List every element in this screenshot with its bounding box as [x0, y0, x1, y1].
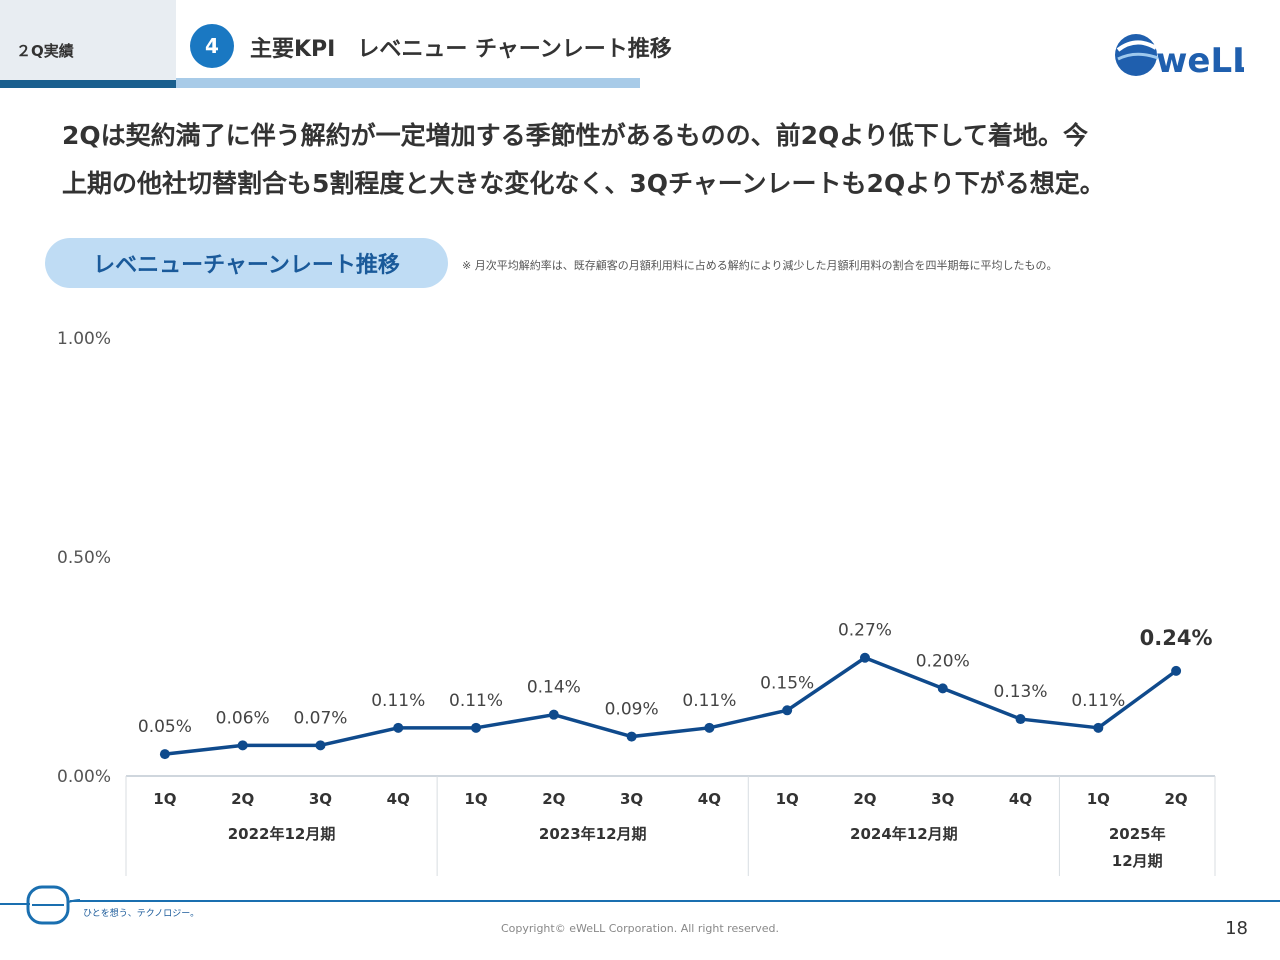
data-point [1093, 722, 1104, 733]
data-label: 0.15% [760, 673, 814, 693]
data-label: 0.14% [527, 678, 581, 698]
data-label: 0.24% [1140, 626, 1213, 650]
data-label: 0.09% [605, 700, 659, 720]
x-tick-label: 4Q [698, 790, 721, 808]
company-logo: weLL [1115, 34, 1244, 80]
data-label: 0.13% [994, 682, 1048, 702]
data-label: 0.27% [838, 621, 892, 641]
series-line [164, 655, 1178, 756]
x-tick-label: 2Q [853, 790, 876, 808]
data-point [1171, 665, 1182, 676]
x-tick-label: 1Q [153, 790, 176, 808]
data-point [937, 683, 948, 694]
x-tick-label: 2Q [542, 790, 565, 808]
group-label: 2022年12月期 [228, 825, 336, 843]
group-label: 2023年12月期 [539, 825, 647, 843]
footer-tagline: ひとを想う、テクノロジー。 [83, 909, 200, 919]
page-number: 18 [1225, 918, 1248, 939]
header-bar-dark [0, 80, 176, 88]
chart-title-pill: レベニューチャーンレート推移 [45, 238, 448, 288]
lead-text: 2Qは契約満了に伴う解約が一定増加する季節性があるものの、前2Qより低下して着地… [62, 112, 1242, 208]
logo-text: weLL [1156, 41, 1244, 80]
data-point [859, 652, 870, 663]
number-badge: 4 [190, 24, 234, 68]
data-label: 0.11% [449, 691, 503, 711]
data-label: 0.11% [1071, 691, 1125, 711]
page-title: 主要KPI レベニュー チャーンレート推移 [250, 37, 672, 62]
header-bar-light [176, 78, 640, 88]
data-point [548, 709, 559, 720]
footer-line [70, 900, 1280, 902]
x-tick-label: 1Q [464, 790, 487, 808]
x-tick-label: 3Q [931, 790, 954, 808]
data-label: 0.06% [216, 708, 270, 728]
data-label: 0.07% [293, 708, 347, 728]
x-tick-label: 4Q [387, 790, 410, 808]
x-tick-label: 1Q [776, 790, 799, 808]
data-point [315, 740, 326, 751]
data-label: 0.20% [916, 651, 970, 671]
data-label: 0.11% [682, 691, 736, 711]
data-point [159, 749, 170, 760]
x-tick-label: 2Q [231, 790, 254, 808]
data-point [1015, 714, 1026, 725]
data-point [704, 722, 715, 733]
y-tick-label: 0.00% [57, 767, 111, 787]
y-tick-label: 0.50% [57, 548, 111, 568]
y-tick-label: 1.00% [57, 329, 111, 349]
lead-line-1: 2Qは契約満了に伴う解約が一定増加する季節性があるものの、前2Qより低下して着地… [62, 121, 1089, 150]
data-point [393, 722, 404, 733]
x-tick-label: 2Q [1165, 790, 1188, 808]
footnote: ※ 月次平均解約率は、既存顧客の月額利用料に占める解約により減少した月額利用料の… [462, 259, 1058, 272]
group-label: 2024年12月期 [850, 825, 958, 843]
copyright: Copyright© eWeLL Corporation. All right … [500, 922, 780, 935]
section-tab: ２Q実績 [0, 0, 176, 80]
x-tick-label: 1Q [1087, 790, 1110, 808]
churn-line-chart: 0.00% 0.50% 1.00% 2022年12月期 2023年12月期 2024年12… [57, 329, 1216, 876]
lead-line-2: 上期の他社切替割合も5割程度と大きな変化なく、3Qチャーンレートも2Qより下がる… [62, 169, 1105, 198]
section-label: ２Q実績 [16, 42, 74, 60]
data-point [626, 731, 637, 742]
x-tick-label: 3Q [620, 790, 643, 808]
group-label: 2025年 12月期 [1109, 825, 1166, 870]
data-label: 0.05% [138, 717, 192, 737]
data-point [782, 705, 793, 716]
footer-logo-icon [0, 885, 80, 925]
data-point [237, 740, 248, 751]
x-tick-label: 3Q [309, 790, 332, 808]
x-tick-label: 4Q [1009, 790, 1032, 808]
data-label: 0.11% [371, 691, 425, 711]
data-point [471, 722, 482, 733]
